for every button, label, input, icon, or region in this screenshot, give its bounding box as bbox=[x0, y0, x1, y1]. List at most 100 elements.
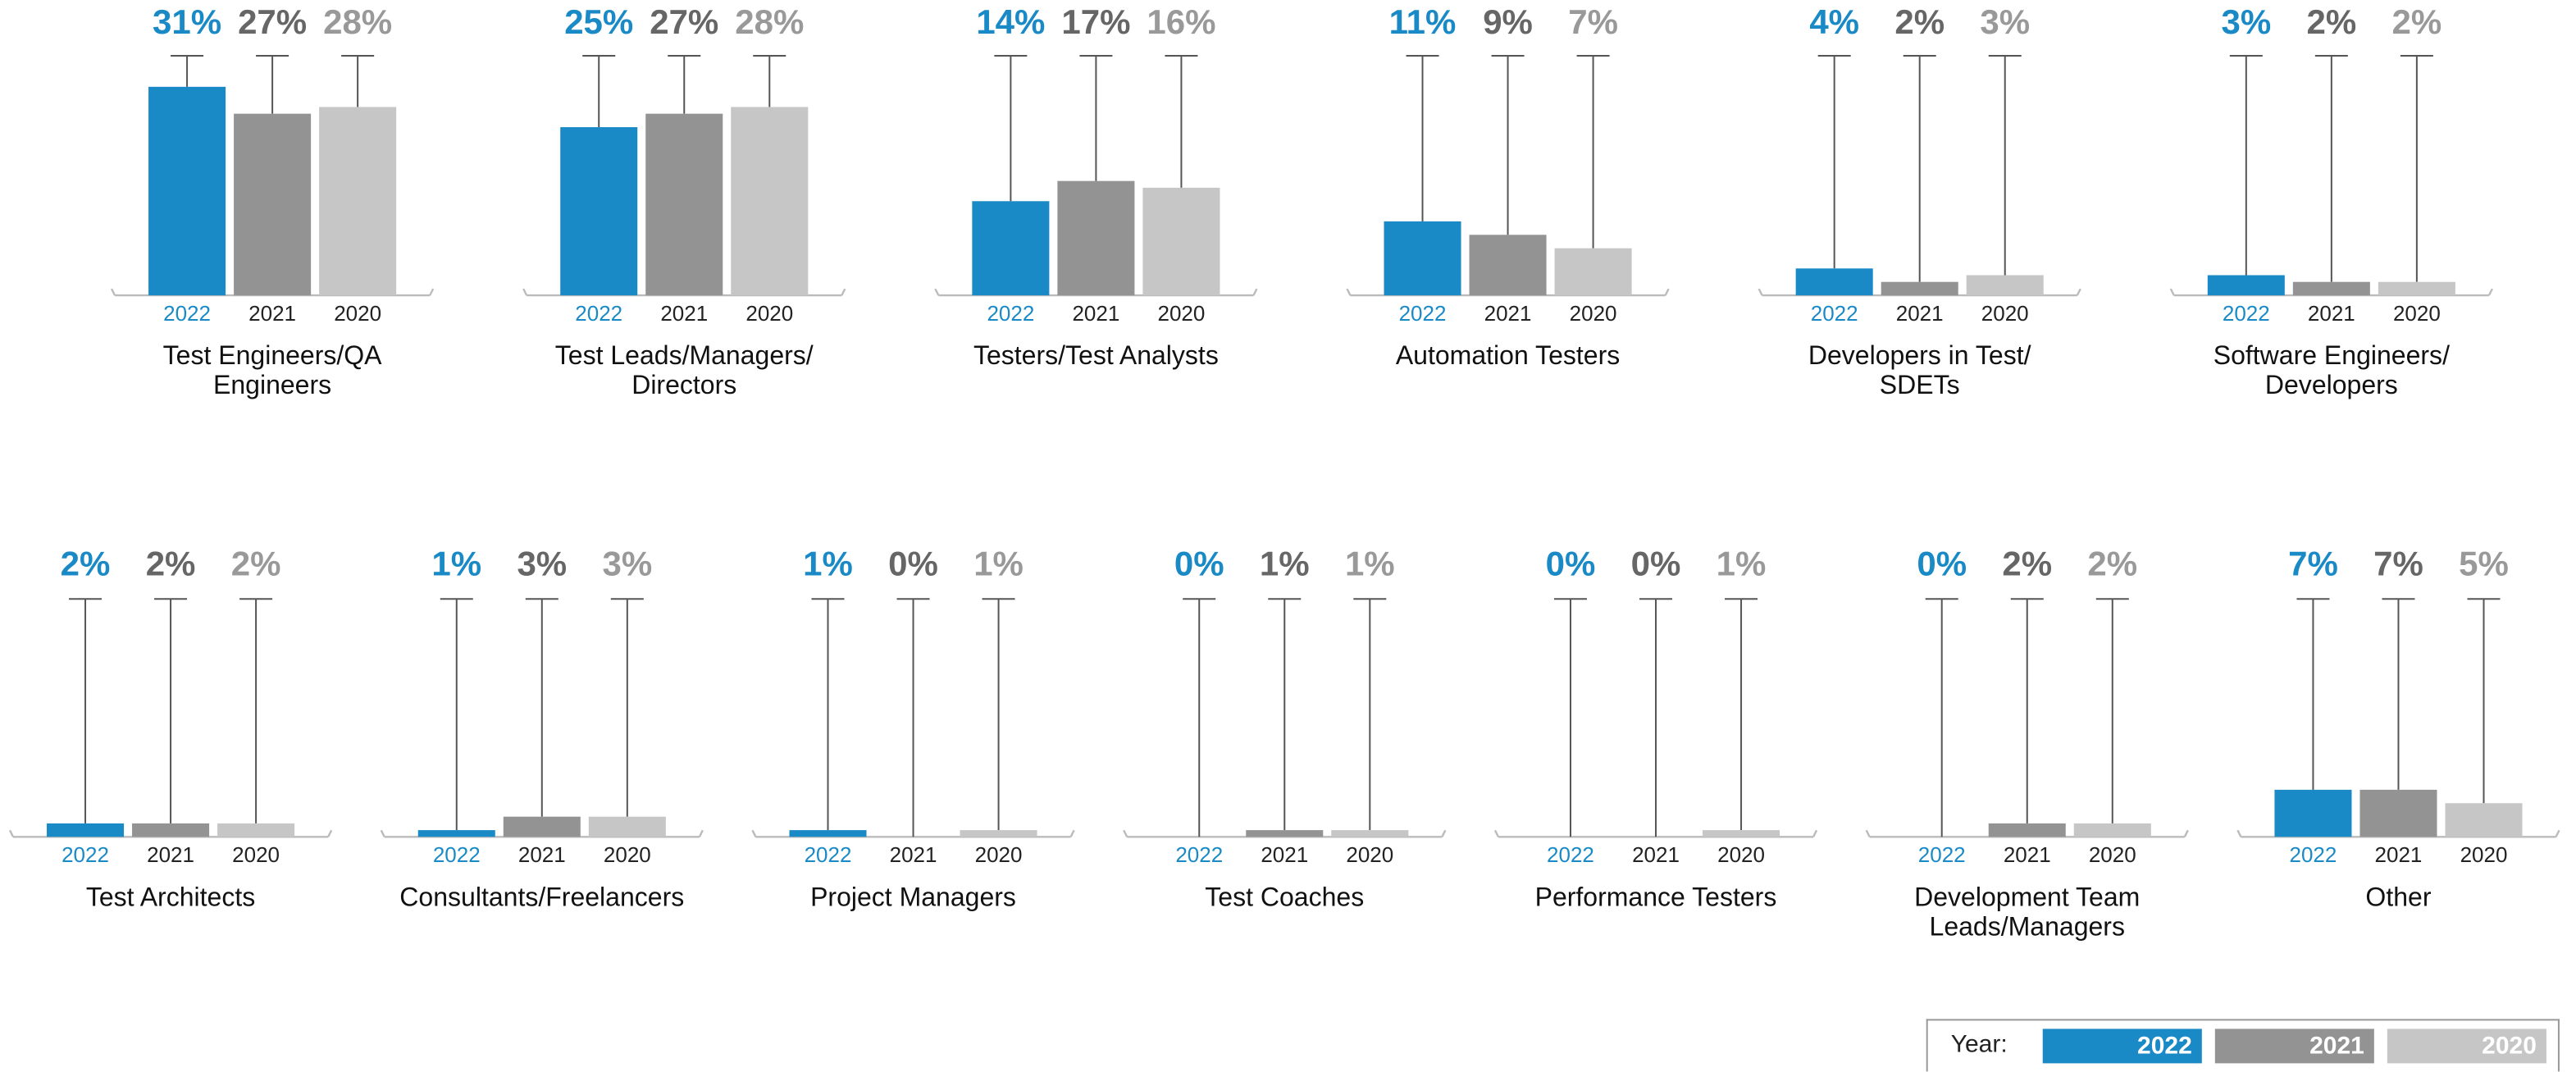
year-label: 2022 bbox=[163, 301, 211, 326]
value-label: 28% bbox=[323, 2, 392, 41]
value-label: 7% bbox=[1568, 2, 1618, 41]
bar bbox=[731, 107, 809, 296]
panel-title: Consultants/Freelancers bbox=[399, 884, 685, 913]
year-label: 2021 bbox=[518, 842, 566, 867]
bar bbox=[1142, 187, 1220, 296]
bar bbox=[1246, 830, 1324, 837]
year-label: 2020 bbox=[2393, 301, 2441, 326]
bar bbox=[1331, 830, 1409, 837]
panel-title: Test Architects bbox=[85, 884, 256, 913]
year-label: 2022 bbox=[2290, 842, 2337, 867]
year-label: 2021 bbox=[1261, 842, 1308, 867]
year-label: 2022 bbox=[575, 301, 622, 326]
bar bbox=[960, 830, 1037, 837]
baseline-end bbox=[429, 288, 435, 296]
baseline-end bbox=[2183, 829, 2189, 837]
bar bbox=[1057, 180, 1135, 296]
year-label: 2022 bbox=[1399, 301, 1447, 326]
bar bbox=[2359, 789, 2437, 837]
baseline-end bbox=[1346, 288, 1352, 296]
value-label: 17% bbox=[1061, 2, 1130, 41]
year-label: 2020 bbox=[1158, 301, 1206, 326]
value-label: 1% bbox=[1717, 544, 1767, 582]
value-label: 0% bbox=[1174, 544, 1224, 582]
value-label: 4% bbox=[1809, 2, 1859, 41]
year-label: 2021 bbox=[2004, 842, 2051, 867]
value-label: 11% bbox=[1389, 2, 1457, 41]
year-label: 2021 bbox=[890, 842, 937, 867]
value-label: 2% bbox=[146, 544, 196, 582]
panel-title: Project Managers bbox=[810, 884, 1016, 913]
year-label: 2020 bbox=[1717, 842, 1765, 867]
year-label: 2021 bbox=[248, 301, 296, 326]
bar bbox=[1988, 823, 2066, 837]
bar bbox=[148, 86, 226, 296]
baseline-end bbox=[1069, 829, 1075, 837]
year-label: 2020 bbox=[232, 842, 280, 867]
year-label: 2020 bbox=[604, 842, 651, 867]
value-label: 7% bbox=[2373, 544, 2423, 582]
panel-title: Test Engineers/QA Engineers bbox=[162, 343, 382, 401]
panel-title: Test Leads/Managers/ Directors bbox=[554, 343, 814, 401]
bar bbox=[2292, 281, 2370, 296]
panel-title: Developers in Test/ SDETs bbox=[1808, 343, 2031, 401]
value-label: 14% bbox=[976, 2, 1045, 41]
baseline-end bbox=[2076, 288, 2081, 296]
bar bbox=[2073, 823, 2151, 837]
bar bbox=[47, 823, 125, 837]
year-label: 2022 bbox=[805, 842, 852, 867]
bar bbox=[417, 830, 495, 837]
value-label: 31% bbox=[153, 2, 221, 41]
baseline-end bbox=[2487, 288, 2493, 296]
bar bbox=[1966, 275, 2044, 296]
value-label: 1% bbox=[431, 544, 481, 582]
baseline-end bbox=[1123, 829, 1128, 837]
bar bbox=[503, 816, 581, 837]
baseline-end bbox=[841, 288, 846, 296]
legend-item: 2022 bbox=[2042, 1029, 2202, 1064]
value-label: 5% bbox=[2459, 544, 2509, 582]
baseline-end bbox=[2236, 829, 2242, 837]
legend-item: 2020 bbox=[2387, 1029, 2546, 1064]
panel-title: Development Team Leads/Managers bbox=[1914, 884, 2141, 942]
value-label: 2% bbox=[231, 544, 281, 582]
year-label: 2021 bbox=[2375, 842, 2423, 867]
baseline-end bbox=[1865, 829, 1871, 837]
bar bbox=[1554, 248, 1632, 296]
year-label: 2021 bbox=[660, 301, 708, 326]
year-label: 2021 bbox=[1072, 301, 1119, 326]
bar bbox=[234, 113, 312, 296]
year-label: 2021 bbox=[1632, 842, 1680, 867]
value-label: 2% bbox=[1894, 2, 1945, 41]
bar bbox=[2445, 803, 2523, 837]
bar bbox=[972, 201, 1050, 296]
year-label: 2021 bbox=[147, 842, 194, 867]
bar bbox=[217, 823, 295, 837]
year-label: 2020 bbox=[975, 842, 1023, 867]
value-label: 2% bbox=[2392, 2, 2442, 41]
year-label: 2022 bbox=[987, 301, 1034, 326]
year-label: 2022 bbox=[1547, 842, 1594, 867]
value-label: 3% bbox=[1980, 2, 2030, 41]
year-label: 2020 bbox=[2460, 842, 2508, 867]
value-label: 25% bbox=[564, 2, 633, 41]
value-label: 0% bbox=[888, 544, 938, 582]
baseline-end bbox=[2555, 829, 2560, 837]
baseline-end bbox=[380, 829, 385, 837]
baseline-end bbox=[1758, 288, 1763, 296]
value-label: 2% bbox=[2002, 544, 2052, 582]
value-label: 2% bbox=[2087, 544, 2137, 582]
bar bbox=[789, 830, 867, 837]
year-label: 2020 bbox=[2089, 842, 2136, 867]
year-label: 2021 bbox=[1484, 301, 1532, 326]
baseline-end bbox=[2169, 288, 2175, 296]
value-label: 3% bbox=[517, 544, 567, 582]
value-label: 9% bbox=[1483, 2, 1533, 41]
year-label: 2020 bbox=[1981, 301, 2029, 326]
baseline-end bbox=[698, 829, 704, 837]
value-label: 3% bbox=[602, 544, 652, 582]
bar bbox=[1469, 235, 1547, 296]
value-label: 0% bbox=[1631, 544, 1681, 582]
bar bbox=[2274, 789, 2352, 837]
